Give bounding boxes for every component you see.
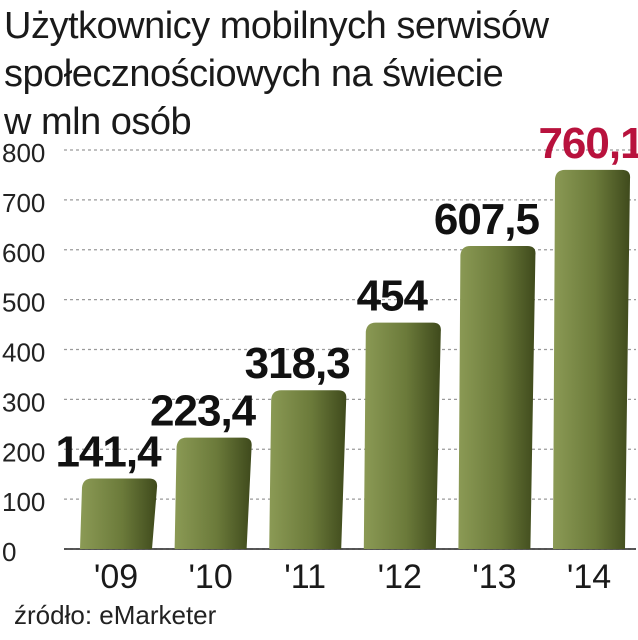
x-tick-label: '12 (378, 558, 422, 596)
value-label: 223,4 (150, 387, 257, 436)
source-note: źródło: eMarketer (14, 600, 217, 630)
x-tick-label: '10 (188, 558, 232, 596)
y-axis: 0 100 200 300 400 500 600 700 800 (2, 138, 636, 567)
bar (174, 437, 252, 549)
bar (458, 246, 536, 549)
y-tick-label: 800 (2, 138, 45, 168)
title-line-2: społecznościowych na świecie (4, 53, 504, 95)
x-axis: '09 '10 '11 '12 '13 '14 (94, 558, 611, 596)
y-tick-label: 100 (2, 487, 45, 517)
bar (553, 169, 631, 549)
chart-title: Użytkownicy mobilnych serwisów społeczno… (4, 2, 549, 146)
y-tick-label: 0 (2, 537, 16, 567)
title-line-1: Użytkownicy mobilnych serwisów (4, 5, 549, 47)
x-tick-label: '13 (472, 558, 516, 596)
bar (80, 478, 158, 549)
value-label: 318,3 (245, 339, 350, 388)
value-label: 760,1 (538, 119, 638, 168)
y-tick-label: 600 (2, 238, 45, 268)
value-label: 141,4 (55, 427, 162, 476)
y-tick-label: 500 (2, 288, 45, 318)
bar (363, 322, 441, 549)
bar (269, 390, 347, 549)
y-tick-label: 300 (2, 387, 45, 417)
value-label: 454 (357, 272, 429, 321)
y-tick-label: 200 (2, 437, 45, 467)
value-label: 607,5 (434, 195, 540, 244)
y-tick-label: 400 (2, 338, 45, 368)
bars (80, 169, 631, 549)
x-tick-label: '09 (94, 558, 138, 596)
y-tick-label: 700 (2, 188, 45, 218)
x-tick-label: '11 (284, 558, 326, 596)
title-line-3: w mln osób (4, 101, 192, 143)
x-tick-label: '14 (567, 558, 611, 596)
